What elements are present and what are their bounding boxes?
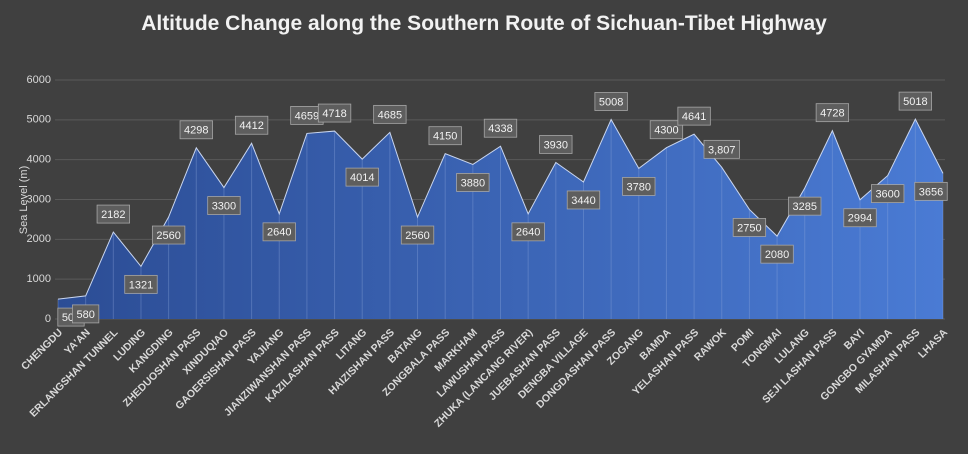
data-label: 3440 [571,195,595,207]
data-label: 4659 [295,110,319,122]
data-label-box [760,244,794,264]
data-label-box [898,91,932,111]
data-label: 580 [76,309,94,321]
data-label: 4300 [654,125,678,137]
data-label: 4298 [184,125,208,137]
data-label: 3930 [544,139,568,151]
data-label: 2640 [267,227,291,239]
data-label-box [179,120,213,140]
data-label: 4412 [239,120,263,132]
data-label: 4718 [322,108,346,120]
data-label: 3780 [627,181,651,193]
data-label: 4641 [682,111,706,123]
data-label-box [262,222,296,242]
data-label-box [566,190,601,210]
data-label-box [914,181,948,201]
y-tick-label: 1000 [27,273,51,285]
data-label-box [815,103,850,123]
data-label-box [788,196,822,216]
y-tick-label: 5000 [27,114,51,126]
data-label-box [428,126,462,146]
data-label: 3285 [792,201,816,213]
data-label: 2080 [765,249,789,261]
data-label: 2750 [737,222,761,234]
y-axis-label: Sea Level (m) [18,166,30,234]
data-label: 5008 [599,96,623,108]
data-label: 2560 [405,230,429,242]
data-label: 2560 [156,230,180,242]
data-label-box [594,92,628,111]
data-label: 3656 [919,186,943,198]
data-label: 5018 [903,96,927,108]
data-label: 2640 [516,227,540,239]
data-label-box [400,225,435,245]
data-label-box [732,218,767,237]
x-tick-label: CHENGDU [19,327,65,373]
data-label-box [649,120,684,140]
data-label-box [72,304,100,324]
data-label-box [483,118,518,138]
y-tick-label: 3000 [27,193,51,205]
data-label: 1321 [129,279,153,291]
data-label-box [871,184,905,204]
data-label-box [234,115,269,135]
data-label: 4338 [488,123,512,135]
data-label: 4728 [820,108,844,120]
data-label: 4150 [433,131,457,143]
data-label: 3880 [461,177,485,189]
data-label-box [539,135,573,154]
data-label-box [511,222,545,242]
data-label-box [843,208,877,228]
data-label: 4014 [350,172,374,184]
data-label: 2994 [848,213,872,225]
data-label-box [96,204,130,224]
chart-title: Altitude Change along the Southern Route… [141,12,827,35]
data-label-box [317,103,352,123]
data-label: 2182 [101,209,125,221]
y-tick-label: 6000 [27,74,51,86]
data-label-box [703,139,740,159]
data-label-box [207,196,241,215]
data-label-box [124,274,158,294]
x-tick-label: LHASA [916,326,950,360]
data-label-box [622,177,656,196]
data-label-box [151,225,186,245]
area-fill [58,119,943,319]
data-label-box [456,173,490,192]
data-label: 4685 [378,109,402,121]
y-tick-label: 2000 [27,233,51,245]
data-label: 3600 [875,189,899,201]
y-tick-label: 0 [45,313,51,325]
data-label-box [677,106,711,126]
data-label: 3,807 [708,144,736,156]
data-label-box [345,167,379,187]
data-label-box [373,104,407,124]
y-tick-label: 4000 [27,154,51,166]
data-label: 3300 [212,200,236,212]
